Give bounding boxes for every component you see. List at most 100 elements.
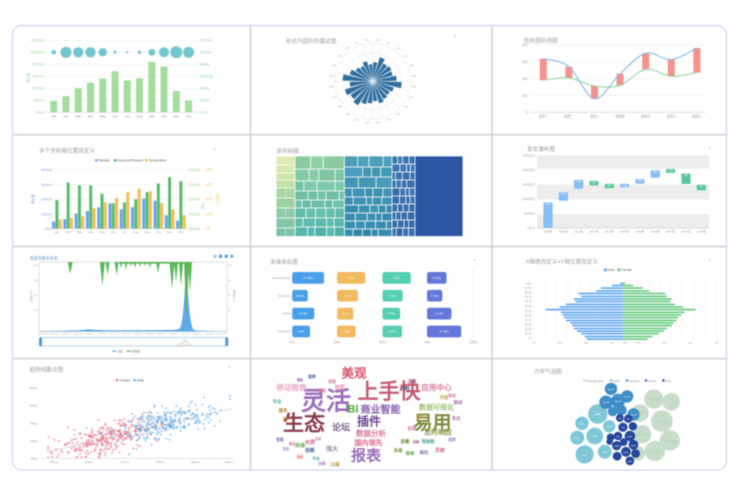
svg-text:Apr: Apr: [88, 230, 93, 234]
svg-text:数据可视化: 数据可视化: [419, 403, 454, 412]
svg-text:Jul: Jul: [125, 115, 129, 119]
svg-text:150: 150: [607, 184, 612, 187]
svg-text:google: google: [614, 446, 619, 448]
svg-text:40℃: 40℃: [205, 168, 213, 172]
svg-text:高效: 高效: [283, 416, 290, 421]
svg-text:Oct: Oct: [162, 115, 167, 119]
svg-text:Female: Female: [120, 379, 131, 383]
svg-text:190: 190: [699, 185, 704, 188]
svg-text:Jun: Jun: [111, 230, 116, 234]
svg-text:SearchEng: SearchEng: [649, 398, 658, 401]
svg-text:2500亿元: 2500亿元: [522, 153, 535, 158]
svg-text:强大: 强大: [326, 445, 338, 453]
svg-text:baidu: baidu: [607, 426, 612, 428]
svg-text:100+: 100+: [526, 282, 532, 286]
svg-text:300mm: 300mm: [41, 183, 52, 187]
svg-text:300: 300: [577, 181, 582, 184]
svg-text:1000: 1000: [33, 295, 39, 297]
svg-text:灵敏: 灵敏: [435, 447, 446, 454]
svg-text:简单: 简单: [406, 450, 415, 457]
svg-text:120mm: 120mm: [200, 39, 211, 43]
svg-text:支持: 支持: [314, 436, 322, 441]
svg-text:4.1%: 4.1%: [342, 312, 349, 316]
svg-text:30℃: 30℃: [205, 183, 213, 187]
svg-text:600: 600: [522, 43, 528, 47]
svg-text:170cm: 170cm: [120, 460, 130, 464]
svg-text:Apr: Apr: [88, 115, 94, 119]
svg-text:45-49: 45-49: [525, 313, 532, 317]
svg-text:创新: 创新: [304, 447, 315, 454]
svg-text:Network: Network: [629, 379, 640, 383]
svg-text:SearchEngine: SearchEngine: [586, 379, 604, 383]
svg-text:20mm: 20mm: [200, 99, 210, 103]
svg-text:40: 40: [228, 310, 231, 312]
svg-text:Dec: Dec: [178, 230, 184, 234]
svg-text:2009-06-12: 2009-06-12: [169, 334, 179, 336]
svg-text:7%: 7%: [532, 341, 537, 345]
svg-text:BI: BI: [348, 404, 359, 416]
svg-text:SearchEngine: SearchEngine: [656, 421, 669, 423]
svg-text:1012mb: 1012mb: [188, 197, 200, 201]
svg-text:Mar: Mar: [75, 115, 81, 119]
svg-text:60mm: 60mm: [200, 75, 210, 79]
svg-text:100%: 100%: [469, 341, 477, 345]
svg-text:选项一: 选项一: [539, 114, 549, 119]
svg-text:bing: bing: [616, 436, 619, 438]
svg-text:选项三: 选项三: [590, 114, 600, 119]
svg-text:Aug: Aug: [133, 230, 139, 234]
svg-text:Jun: Jun: [112, 115, 117, 119]
svg-text:bing: bing: [627, 419, 630, 421]
svg-text:1016mb: 1016mb: [188, 168, 200, 172]
svg-text:baidu: baidu: [582, 454, 588, 456]
svg-text:2000: 2000: [33, 265, 39, 267]
svg-text:google: google: [623, 452, 628, 454]
svg-text:应用中心: 应用中心: [422, 382, 452, 392]
svg-text:100mm: 100mm: [200, 51, 211, 55]
svg-text:google: google: [648, 379, 657, 383]
svg-text:5-9: 5-9: [528, 336, 532, 340]
svg-text:钻取: 钻取: [416, 414, 424, 419]
svg-text:10℃: 10℃: [205, 212, 213, 216]
svg-text:2009-06-12: 2009-06-12: [110, 334, 120, 336]
svg-text:Male: Male: [608, 268, 615, 272]
svg-text:0%: 0%: [623, 341, 628, 345]
svg-text:SeaLevelPressure: SeaLevelPressure: [118, 159, 144, 163]
svg-text:2009-06-12: 2009-06-12: [62, 334, 72, 336]
svg-text:baidu: baidu: [592, 436, 598, 438]
svg-text:Jan: Jan: [54, 230, 59, 234]
svg-text:WUXI: WUXI: [283, 312, 291, 316]
svg-text:190cm: 190cm: [191, 460, 201, 464]
svg-text:0mm: 0mm: [200, 111, 208, 115]
svg-text:2009-06-12: 2009-06-12: [121, 334, 131, 336]
svg-text:2019年: 2019年: [697, 230, 706, 234]
svg-text:NANJING: NANJING: [278, 330, 292, 334]
svg-text:baidu: baidu: [602, 452, 607, 454]
svg-text:服务: 服务: [279, 407, 288, 414]
svg-text:202: 202: [412, 86, 417, 89]
svg-text:100mm: 100mm: [41, 212, 52, 216]
svg-text:253: 253: [396, 113, 401, 116]
svg-text:60kg: 60kg: [30, 439, 37, 443]
svg-text:量: 量: [210, 74, 214, 79]
svg-text:移动报表: 移动报表: [277, 382, 307, 392]
svg-text:多维条形图: 多维条形图: [270, 258, 298, 266]
svg-text:75-79: 75-79: [525, 295, 532, 299]
svg-text:2013年: 2013年: [605, 230, 614, 234]
svg-text:5%: 5%: [688, 341, 693, 345]
svg-text:Female: Female: [621, 268, 632, 272]
svg-text:google: google: [631, 445, 636, 447]
svg-text:×: ×: [709, 258, 712, 263]
svg-text:bing: bing: [621, 427, 624, 429]
svg-text:CHANGZHOU: CHANGZHOU: [272, 276, 291, 280]
svg-text:20℃: 20℃: [205, 197, 213, 201]
svg-text:40mm: 40mm: [200, 87, 210, 91]
svg-text:9.3%: 9.3%: [298, 330, 305, 334]
svg-text:130: 130: [669, 170, 674, 173]
svg-text:1%: 1%: [610, 341, 615, 345]
svg-text:降雨量(mm): 降雨量(mm): [233, 290, 237, 302]
svg-text:集成: 集成: [401, 386, 410, 391]
svg-text:100: 100: [376, 39, 381, 42]
svg-text:Sep: Sep: [144, 230, 150, 234]
svg-text:驾驶舱: 驾驶舱: [421, 438, 435, 445]
svg-text:300: 300: [522, 77, 528, 81]
